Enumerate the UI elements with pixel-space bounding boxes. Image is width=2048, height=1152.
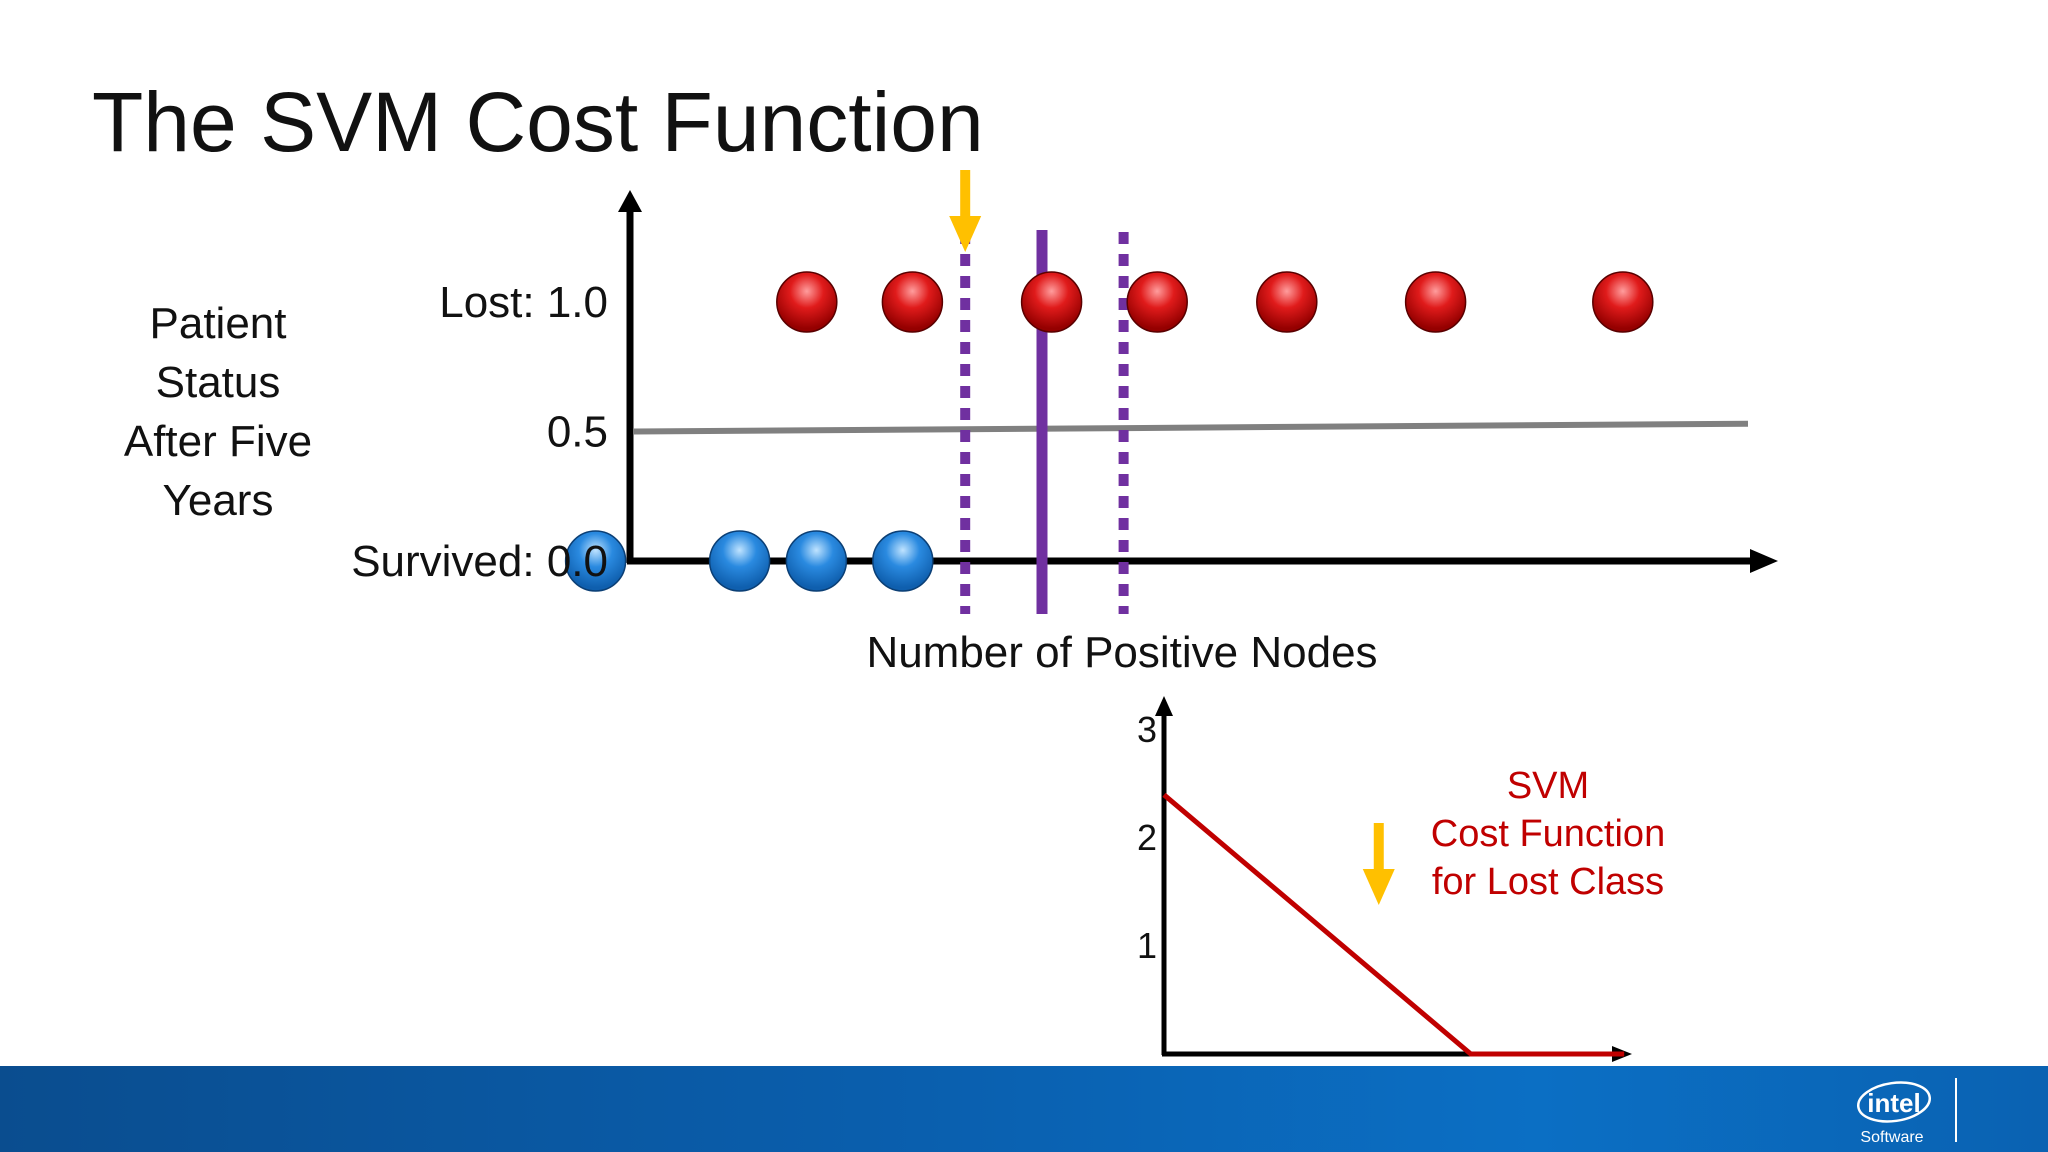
cost-y-tick-0: 1 bbox=[1137, 925, 1157, 966]
top-y-axis bbox=[618, 190, 642, 563]
lost-point-1 bbox=[881, 271, 944, 333]
logo-text: intel bbox=[1867, 1088, 1920, 1118]
survived-point-1 bbox=[708, 530, 771, 592]
survived-point-2 bbox=[785, 530, 848, 592]
x-axis-label: Number of Positive Nodes bbox=[866, 628, 1377, 677]
lost-point-2 bbox=[1020, 271, 1083, 333]
survived-point-3 bbox=[872, 530, 934, 592]
down-arrow-icon bbox=[949, 170, 982, 252]
lost-point-4 bbox=[1256, 271, 1318, 333]
lost-point-5 bbox=[1404, 271, 1467, 333]
y-tick-label-2: Survived: 0.0 bbox=[351, 537, 608, 586]
slide-title: The SVM Cost Function bbox=[92, 75, 984, 169]
margin-lines bbox=[960, 232, 1129, 614]
cost-annotation: SVM Cost Function for Lost Class bbox=[1431, 765, 1665, 903]
cost-y-tick-labels: 1 2 3 bbox=[1137, 709, 1157, 966]
cost-y-tick-1: 2 bbox=[1137, 817, 1157, 858]
y-axis-label: Patient Status After Five Years bbox=[124, 299, 312, 525]
logo-subtext: Software bbox=[1860, 1129, 1923, 1146]
intel-logo: intel Software bbox=[1857, 1081, 1931, 1146]
lost-point-0 bbox=[776, 271, 838, 333]
lost-points bbox=[776, 271, 1654, 333]
logo-divider bbox=[1955, 1078, 1957, 1142]
y-tick-label-1: 0.5 bbox=[547, 408, 608, 457]
lost-point-3 bbox=[1126, 271, 1188, 333]
down-arrow-icon bbox=[1362, 823, 1395, 905]
survived-points bbox=[564, 530, 934, 592]
footer-bar bbox=[0, 1066, 2048, 1152]
lost-point-6 bbox=[1592, 271, 1654, 333]
cost-line bbox=[1162, 792, 1625, 1057]
y-tick-labels: Lost: 1.0 0.5 Survived: 0.0 bbox=[351, 278, 608, 586]
threshold-line bbox=[632, 420, 1749, 435]
survived-point-0 bbox=[564, 530, 627, 592]
cost-y-axis bbox=[1155, 696, 1173, 1055]
y-tick-label-0: Lost: 1.0 bbox=[439, 278, 608, 327]
cost-y-tick-2: 3 bbox=[1137, 709, 1157, 750]
